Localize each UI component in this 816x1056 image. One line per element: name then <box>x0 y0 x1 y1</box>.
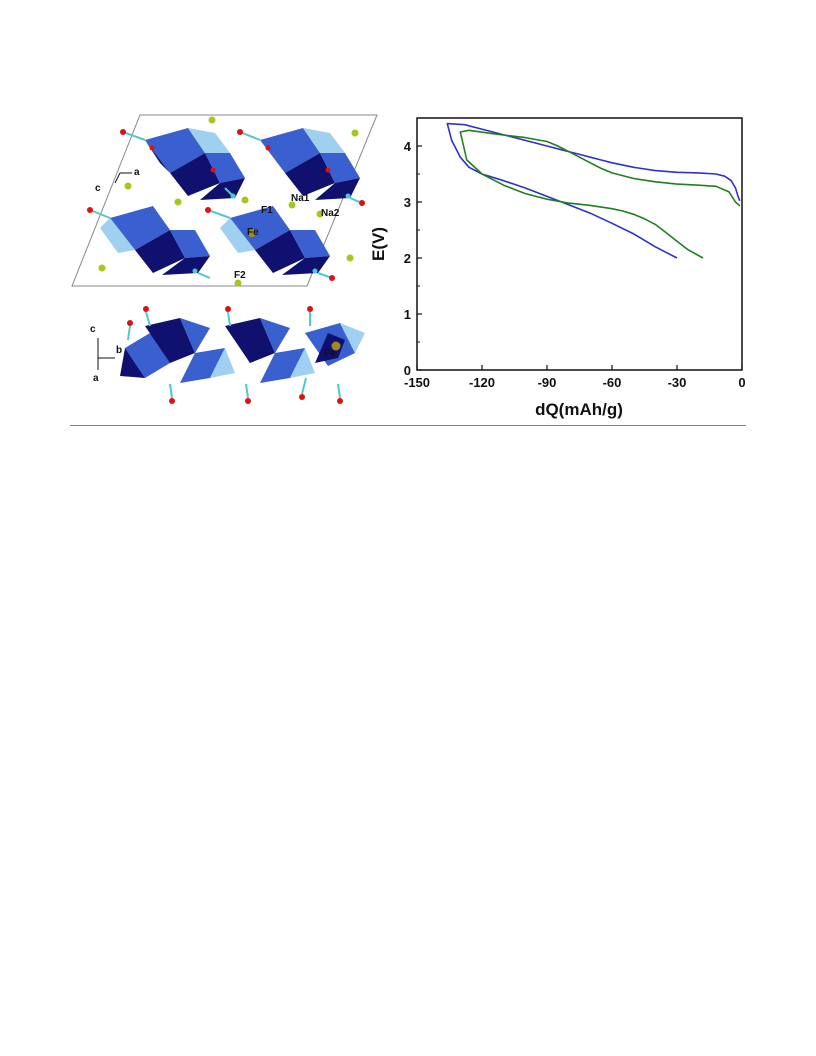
series-line-1 <box>446 122 741 259</box>
oxygen-atoms <box>87 129 365 281</box>
unit-cell-outline <box>71 114 378 287</box>
y-axis-title: E(V) <box>369 227 388 261</box>
axis-label: c <box>95 183 101 194</box>
x-axis-title: dQ(mAh/g) <box>535 400 623 419</box>
atom-label-na2: Na2 <box>321 208 340 219</box>
x-tick-label: -120 <box>469 375 495 390</box>
figure: c a Na1 Na2 F1 Fe F2 <box>0 0 816 440</box>
octahedra-chain <box>260 128 360 200</box>
axis-label: b <box>116 345 122 356</box>
octahedra-chain <box>145 128 245 200</box>
y-tick-label: 2 <box>404 251 411 266</box>
carbon-atoms <box>192 193 351 274</box>
octahedra-chain <box>100 206 210 275</box>
figure-bottom-rule <box>70 425 746 426</box>
x-tick-label: -60 <box>603 375 622 390</box>
y-tick-label: 1 <box>404 307 411 322</box>
axis-label: a <box>134 167 140 178</box>
crystal-structure-illustration: c a Na1 Na2 F1 Fe F2 <box>71 114 378 404</box>
octahedra-chain <box>220 206 330 275</box>
ticks-layer: -150 -120 -90 -60 -30 0 0 1 2 3 4 <box>404 139 746 390</box>
octahedra-chain-bottom <box>120 318 365 383</box>
atom-label-fe: Fe <box>324 348 336 359</box>
x-tick-label: 0 <box>738 375 745 390</box>
atom-label-fe: Fe <box>247 227 259 238</box>
atom-label-f1: F1 <box>261 205 273 216</box>
oxygen-atoms-bottom <box>127 306 343 404</box>
atom-label-f2: F2 <box>234 270 246 281</box>
axis-label: a <box>93 373 99 384</box>
atom-label-na1: Na1 <box>291 193 310 204</box>
linker-bonds-bottom <box>127 311 341 399</box>
axis-label: c <box>90 324 96 335</box>
voltage-chart: -150 -120 -90 -60 -30 0 0 1 2 3 4 dQ(mAh/g) E(V) <box>369 117 746 419</box>
series-line-2 <box>459 129 741 259</box>
iron-atom-bottom <box>331 341 341 351</box>
y-tick-label: 3 <box>404 195 411 210</box>
plot-frame <box>416 117 743 371</box>
x-tick-label: -30 <box>668 375 687 390</box>
y-tick-label: 4 <box>404 139 412 154</box>
x-tick-label: -90 <box>538 375 557 390</box>
x-tick-label: -150 <box>404 375 430 390</box>
axis-indicator-top <box>114 172 132 184</box>
axis-indicator-bottom <box>97 338 115 370</box>
iron-atom <box>248 229 256 237</box>
series-layer <box>446 122 741 259</box>
y-tick-label: 0 <box>404 363 411 378</box>
sodium-atoms <box>98 116 359 287</box>
